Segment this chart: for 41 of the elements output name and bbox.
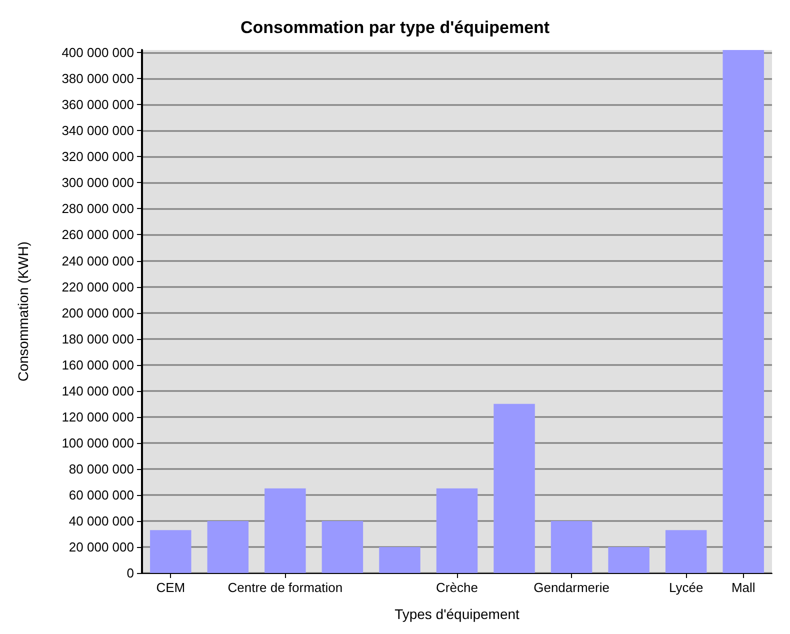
y-tick-label: 340 000 000 — [62, 123, 134, 138]
bar — [379, 546, 420, 573]
bar — [494, 404, 535, 573]
y-tick-label: 360 000 000 — [62, 97, 134, 112]
y-tick-label: 20 000 000 — [68, 539, 134, 554]
y-tick-label: 0 — [126, 566, 134, 580]
y-tick-label: 220 000 000 — [62, 279, 134, 294]
y-tick-label: 140 000 000 — [62, 383, 134, 398]
y-tick-label: 400 000 000 — [62, 45, 134, 60]
bar — [550, 520, 592, 573]
y-tick-label: 60 000 000 — [68, 487, 134, 502]
y-tick-label: 120 000 000 — [62, 409, 134, 424]
y-tick-label: 40 000 000 — [68, 513, 134, 528]
bar — [436, 488, 478, 573]
x-axis-title: Types d'équipement — [394, 606, 520, 622]
y-tick-label: 160 000 000 — [62, 357, 134, 372]
x-tick-label: CEM — [156, 580, 186, 595]
chart-title: Consommation par type d'équipement — [240, 18, 550, 37]
bar — [722, 50, 764, 573]
bar — [608, 546, 650, 573]
y-tick-label: 80 000 000 — [68, 461, 134, 476]
y-tick-label: 280 000 000 — [62, 201, 134, 216]
y-tick-label: 260 000 000 — [62, 227, 134, 242]
x-tick-label: Mall — [731, 580, 756, 595]
bar — [207, 520, 249, 573]
y-tick-label: 300 000 000 — [62, 175, 134, 190]
y-tick-label: 180 000 000 — [62, 331, 134, 346]
bar — [150, 530, 192, 573]
bar — [322, 520, 364, 573]
x-tick-label: Gendarmerie — [534, 580, 610, 595]
x-tick-label: Centre de formation — [228, 580, 343, 595]
bar — [665, 530, 707, 573]
y-tick-label: 100 000 000 — [62, 435, 134, 450]
y-tick-label: 380 000 000 — [62, 71, 134, 86]
bar — [264, 488, 306, 573]
x-tick-label: Lycée — [668, 580, 704, 595]
y-tick-label: 200 000 000 — [62, 305, 134, 320]
y-tick-label: 320 000 000 — [62, 149, 134, 164]
y-tick-label: 240 000 000 — [62, 253, 134, 268]
y-axis-title: Consommation (KWH) — [15, 241, 31, 382]
x-tick-label: Crèche — [436, 580, 478, 595]
